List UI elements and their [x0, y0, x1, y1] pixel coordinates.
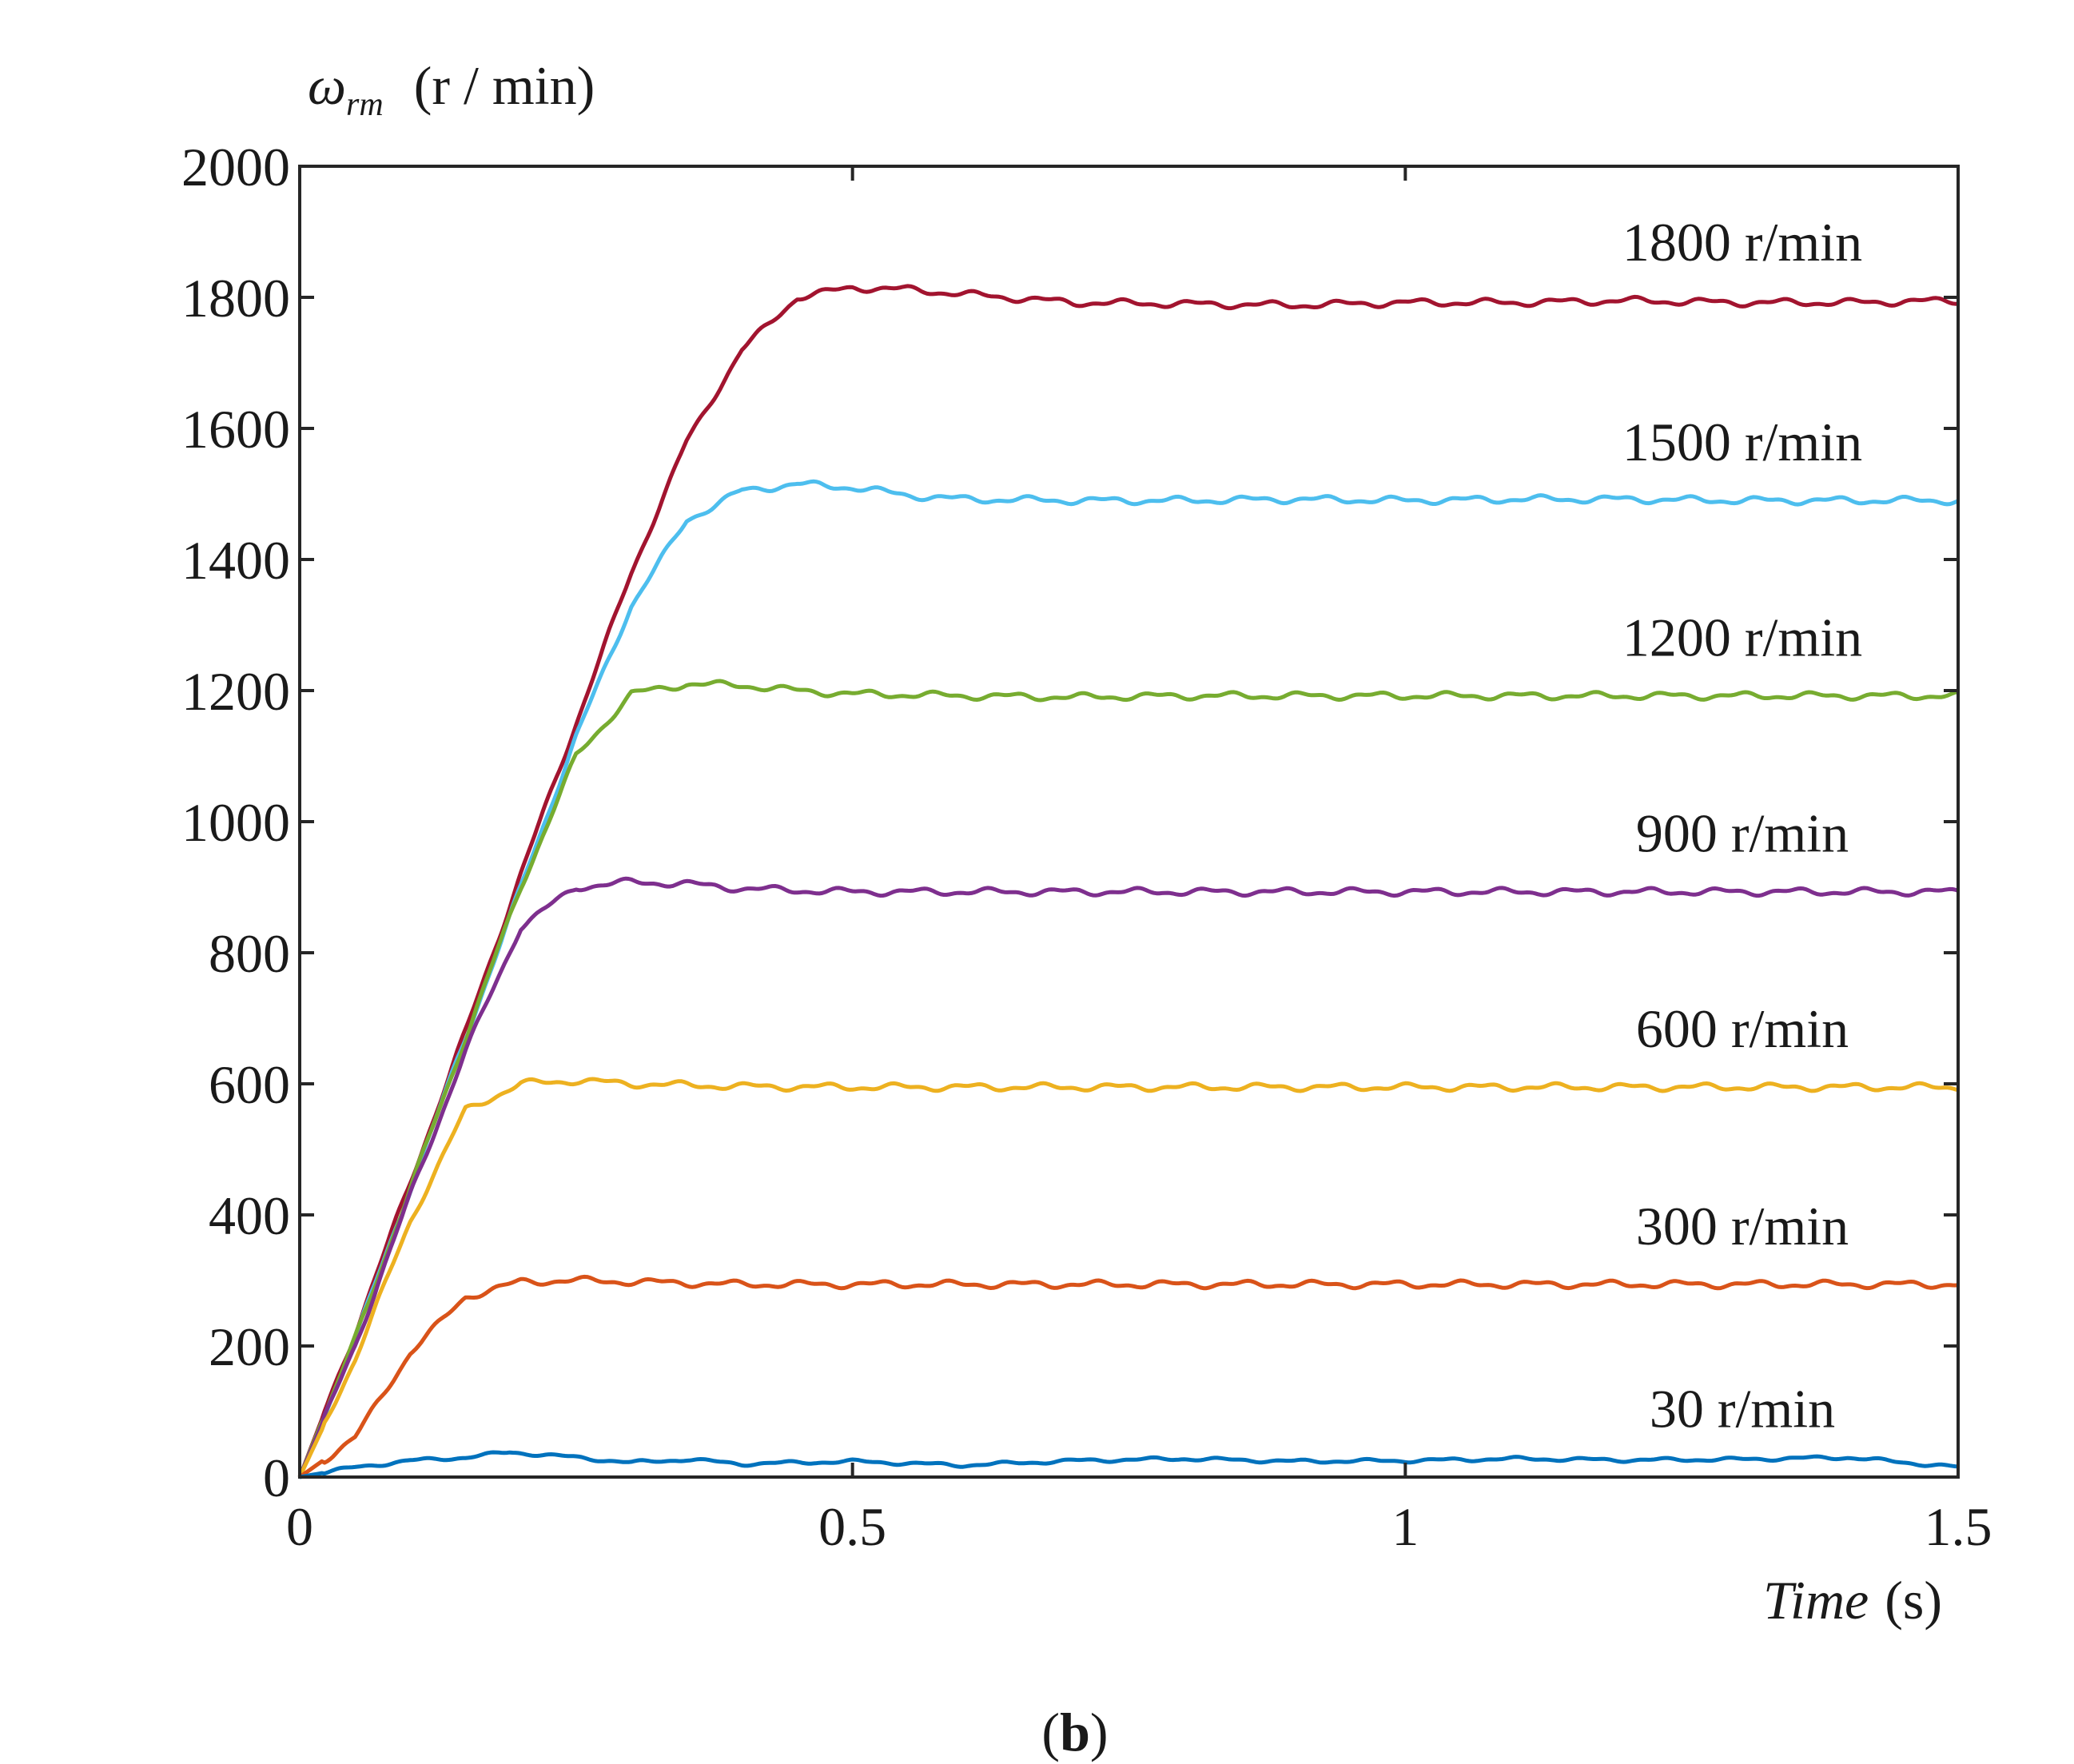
x-axis-unit: (s) [1885, 1570, 1942, 1631]
series-label: 900 r/min [1636, 803, 1849, 864]
y-tick-label: 2000 [181, 137, 290, 197]
series-label: 1200 r/min [1622, 607, 1862, 668]
series-labels: 1800 r/min 1500 r/min 1200 r/min 900 r/min 6… [1622, 212, 1862, 1439]
y-tick-label: 400 [209, 1185, 290, 1246]
y-axis-subscript: rm [346, 86, 384, 123]
series-label: 30 r/min [1650, 1379, 1835, 1439]
x-axis-title: Time [1763, 1570, 1869, 1631]
figure-label-letter: b [1060, 1702, 1090, 1762]
series-label: 1500 r/min [1622, 412, 1862, 472]
x-tick-label: 1 [1391, 1496, 1419, 1557]
y-tick-label: 1800 [181, 268, 290, 329]
y-tick-label: 1000 [181, 792, 290, 853]
series-label: 600 r/min [1636, 998, 1849, 1059]
series-line [297, 1077, 1959, 1479]
series-label: 1800 r/min [1622, 212, 1862, 273]
series-line [297, 284, 1959, 1478]
series-line [297, 679, 1959, 1478]
y-axis-unit: (r / min) [414, 55, 595, 116]
x-tick-label: 0 [286, 1496, 313, 1557]
series-lines [297, 284, 1960, 1479]
series-label: 300 r/min [1636, 1196, 1849, 1256]
x-tick-label: 0.5 [818, 1496, 886, 1557]
y-axis-label: ωrm (r / min) [308, 55, 595, 123]
axis-tick-labels: 0 0.5 1 1.5 0 200 400 600 800 1000 1200 1400 1600 180… [181, 137, 1992, 1557]
y-tick-label: 1200 [181, 661, 290, 722]
y-tick-label: 1600 [181, 399, 290, 460]
series-line [299, 1450, 1959, 1479]
y-tick-label: 0 [263, 1447, 290, 1508]
axis-ticks [298, 165, 1960, 1479]
y-tick-label: 600 [209, 1054, 290, 1115]
figure-label: (b) [1041, 1702, 1108, 1762]
y-tick-label: 200 [209, 1316, 290, 1377]
y-tick-label: 1400 [181, 530, 290, 591]
y-tick-label: 800 [209, 923, 290, 984]
x-tick-label: 1.5 [1925, 1496, 1992, 1557]
y-axis-symbol: ω [308, 55, 346, 116]
x-axis-label: Time (s) [1763, 1570, 1942, 1631]
series-line [297, 479, 1960, 1478]
series-line [298, 1274, 1959, 1479]
series-line [297, 876, 1959, 1478]
